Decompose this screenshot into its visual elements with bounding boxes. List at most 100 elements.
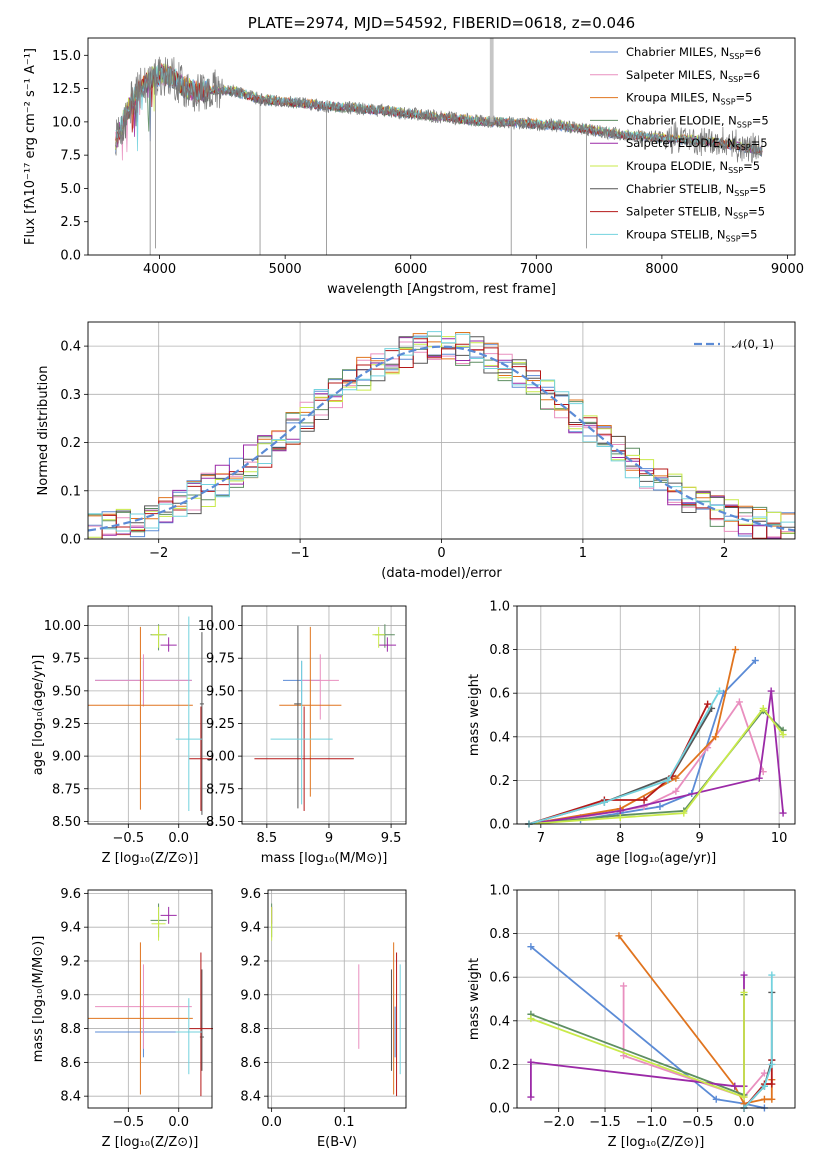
legend-nssp-value: =5 — [749, 182, 766, 196]
legend-nssp-value: =5 — [736, 91, 753, 105]
masked-region — [489, 38, 494, 122]
y-tick-label: 0.8 — [489, 927, 510, 942]
x-tick-label: 0.0 — [261, 1115, 282, 1130]
mass-weight-marker — [755, 774, 763, 782]
legend-nssp-value: =5 — [743, 159, 760, 173]
mass-vs-metallicity-panel: −0.5 0.0 8.4 8.6 8.8 9.0 9.2 9.4 9.6 Z [log₁₀(Z/Z… — [31, 887, 214, 1150]
y-tick-label: 9.0 — [60, 988, 81, 1003]
x-tick-label: 0.0 — [734, 1115, 755, 1130]
y-tick-label: 0.8 — [489, 643, 510, 658]
y-tick-label: 0.2 — [489, 774, 510, 789]
y-tick-label: 1.0 — [489, 884, 510, 899]
axes-frame — [241, 605, 407, 825]
y-tick-label: 8.75 — [206, 782, 235, 797]
y-axis-label: mass [log₁₀(M/M⊙)] — [31, 936, 46, 1063]
y-tick-label: 15.0 — [52, 49, 81, 64]
legend-series-name: Salpeter MILES, N — [626, 68, 728, 82]
x-tick-label: 7000 — [520, 262, 553, 277]
x-axis-label: Z [log₁₀(Z/Z⊙)] — [102, 851, 199, 866]
mass-weight-marker — [731, 1082, 739, 1090]
mass-weight-marker — [740, 971, 748, 979]
x-axis-label: Z [log₁₀(Z/Z⊙)] — [608, 1135, 705, 1150]
y-axis-label: mass weight — [467, 958, 482, 1040]
x-axis-label: Z [log₁₀(Z/Z⊙)] — [102, 1135, 199, 1150]
legend-subscript: SSP — [728, 75, 743, 84]
legend-label: Kroupa STELIB, NSSP=5 — [626, 227, 757, 243]
legend-subscript: SSP — [734, 189, 749, 198]
mass-weight-marker — [616, 807, 624, 815]
x-tick-label: −0.5 — [113, 1115, 145, 1130]
mass-weight-marker — [779, 731, 787, 739]
y-tick-label: 8.6 — [60, 1056, 81, 1071]
mass-weight-marker — [716, 687, 724, 695]
legend-series-name: Chabrier MILES, N — [626, 45, 729, 59]
x-tick-label: 0.1 — [334, 1115, 355, 1130]
legend-subscript: SSP — [726, 234, 741, 243]
normal-pdf-curve — [88, 345, 795, 532]
legend-series-name: Chabrier STELIB, N — [626, 182, 734, 196]
axes-frame — [87, 889, 213, 1109]
x-tick-label: 9 — [696, 831, 704, 846]
mass-weight-line — [528, 690, 721, 825]
mass-weight-marker — [768, 1080, 776, 1088]
y-tick-label: 9.4 — [60, 921, 81, 936]
mass-weight-marker — [731, 646, 739, 654]
y-tick-label: 9.6 — [240, 887, 261, 902]
x-tick-label: 0 — [437, 546, 445, 561]
y-tick-label: 0.1 — [60, 484, 81, 499]
legend-subscript: SSP — [729, 52, 744, 61]
mass-weight-marker — [704, 700, 712, 708]
y-axis-label: age [log₁₀(age/yr)] — [31, 655, 46, 776]
legend-subscript: SSP — [728, 166, 743, 175]
mass-weight-line — [530, 992, 745, 1099]
y-tick-label: 9.00 — [206, 750, 235, 765]
y-tick-label: 9.25 — [52, 717, 81, 732]
mass-weight-marker — [672, 787, 680, 795]
y-tick-label: 8.50 — [52, 815, 81, 830]
y-tick-label: 0.2 — [489, 1058, 510, 1073]
mass-weight-marker — [680, 809, 688, 817]
chart-title: PLATE=2974, MJD=54592, FIBERID=0618, z=0… — [248, 14, 635, 32]
mass-weight-line — [530, 975, 745, 1098]
legend-nssp-value: =5 — [748, 205, 765, 219]
x-axis-label: (data-model)/error — [381, 566, 502, 581]
legend-label: Salpeter MILES, NSSP=6 — [626, 68, 760, 84]
mass-weight-marker — [656, 803, 664, 811]
y-tick-label: 0.3 — [60, 388, 81, 403]
x-tick-label: 6000 — [394, 262, 427, 277]
y-tick-label: 10.0 — [52, 115, 81, 130]
y-tick-label: 8.6 — [240, 1056, 261, 1071]
legend-label: Salpeter ELODIE, NSSP=5 — [626, 136, 768, 152]
x-tick-label: 1 — [579, 546, 587, 561]
histogram-step — [88, 338, 795, 539]
legend-subscript: SSP — [736, 143, 751, 152]
x-tick-label: 8 — [616, 831, 624, 846]
mass-weight-marker — [740, 1093, 748, 1101]
legend-subscript: SSP — [721, 98, 736, 107]
axes-frame — [516, 889, 796, 1109]
mass-weight-marker — [760, 1082, 768, 1090]
legend-nssp-value: =5 — [741, 227, 758, 241]
mass-weight-line — [743, 975, 773, 1109]
spectra-group — [115, 38, 763, 255]
legend-subscript: SSP — [737, 120, 752, 129]
legend-nssp-value: =6 — [744, 45, 761, 59]
axes-frame — [87, 321, 796, 540]
y-tick-label: 0.0 — [60, 533, 81, 548]
y-tick-label: 8.8 — [240, 1022, 261, 1037]
mass-weight-line — [530, 994, 745, 1097]
mass-weight-marker — [751, 657, 759, 664]
histogram-step — [88, 331, 795, 535]
mass-weight-marker — [735, 698, 743, 706]
mass-weight-marker — [615, 932, 623, 940]
y-tick-label: 9.2 — [60, 954, 81, 969]
mass-weight-marker — [527, 1058, 535, 1066]
y-tick-label: 9.25 — [206, 717, 235, 732]
x-tick-label: −1.0 — [636, 1115, 668, 1130]
spectrum-panel: 4000 5000 6000 7000 8000 9000 0.0 2.5 5.0 7.5 10.0… — [23, 14, 804, 297]
y-tick-label: 8.4 — [60, 1090, 81, 1105]
y-tick-label: 12.5 — [52, 82, 81, 97]
mass-weight-line — [528, 690, 784, 825]
y-tick-label: 8.75 — [52, 782, 81, 797]
